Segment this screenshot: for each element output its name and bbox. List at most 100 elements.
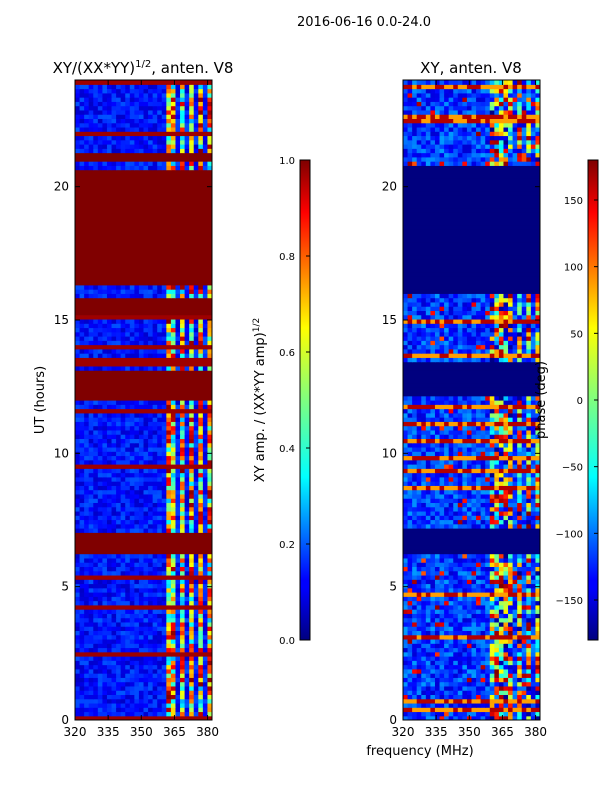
heatmap-cell: [526, 468, 532, 474]
heatmap-cell: [138, 318, 145, 324]
heatmap-cell: [480, 592, 486, 597]
heatmap-cell: [106, 135, 113, 141]
heatmap-cell: [198, 677, 204, 683]
heatmap-cell: [84, 702, 90, 708]
heatmap-cell: [120, 361, 126, 367]
heatmap-cell: [207, 600, 212, 606]
heatmap-cell: [412, 690, 418, 695]
heatmap-cell: [462, 451, 468, 457]
heatmap-cell: [129, 357, 135, 363]
heatmap-cell: [138, 694, 145, 700]
heatmap-cell: [184, 446, 190, 452]
heatmap-cell: [180, 553, 186, 559]
heatmap-cell: [184, 455, 190, 461]
heatmap-cell: [152, 677, 158, 683]
heatmap-cell: [111, 643, 117, 649]
heatmap-cell: [526, 566, 532, 572]
heatmap-cell: [530, 634, 537, 640]
heatmap-cell: [494, 681, 500, 687]
heatmap-cell: [498, 515, 505, 521]
heatmap-cell: [152, 711, 158, 717]
heatmap-cell: [202, 353, 209, 358]
heatmap-cell: [526, 451, 532, 457]
heatmap-cell: [75, 613, 81, 619]
heatmap-cell: [416, 464, 422, 469]
heatmap-cell: [489, 472, 495, 478]
heatmap-cell: [202, 348, 209, 354]
heatmap-cell: [530, 677, 537, 683]
heatmap-cell: [75, 118, 81, 124]
heatmap-cell: [157, 148, 163, 154]
heatmap-cell: [152, 519, 158, 525]
heatmap-cell: [202, 707, 209, 713]
heatmap-cell: [75, 694, 81, 700]
heatmap-cell: [152, 506, 158, 512]
heatmap-cell: [79, 468, 85, 474]
heatmap-cell: [79, 562, 85, 567]
heatmap-cell: [97, 348, 103, 354]
heatmap-cell: [157, 135, 163, 141]
heatmap-cell: [148, 404, 154, 410]
heatmap-cell: [425, 643, 431, 649]
heatmap-cell: [157, 685, 163, 691]
heatmap-cell: [526, 660, 532, 666]
heatmap-cell: [88, 673, 94, 678]
heatmap-cell: [84, 118, 90, 124]
heatmap-cell: [129, 485, 135, 491]
heatmap-cell: [517, 446, 523, 452]
heatmap-cell: [444, 446, 450, 452]
heatmap-cell: [471, 515, 477, 521]
heatmap-cell: [202, 429, 209, 435]
heatmap-cell: [93, 651, 99, 657]
heatmap-cell: [129, 340, 135, 346]
heatmap-cell: [521, 506, 527, 512]
heatmap-cell: [166, 161, 172, 166]
heatmap-cell: [120, 476, 126, 482]
heatmap-cell: [170, 587, 177, 593]
heatmap-cell: [152, 135, 158, 141]
heatmap-cell: [198, 451, 204, 457]
heatmap-cell: [471, 468, 477, 474]
heatmap-cell: [521, 660, 527, 666]
heatmap-cell: [457, 656, 463, 661]
heatmap-cell: [102, 464, 108, 469]
heatmap-cell: [453, 519, 459, 525]
heatmap-cell: [148, 331, 154, 337]
heatmap-cell: [184, 553, 190, 559]
heatmap-cell: [476, 579, 482, 585]
heatmap-cell: [166, 442, 172, 448]
heatmap-cell: [106, 323, 113, 329]
heatmap-cell: [84, 344, 90, 350]
heatmap-cell: [517, 694, 523, 700]
heatmap-cell: [161, 579, 167, 585]
heatmap-cell: [476, 455, 482, 461]
heatmap-cell: [517, 468, 523, 474]
heatmap-cell: [166, 562, 172, 567]
heatmap-cell: [125, 144, 131, 149]
heatmap-cell: [189, 698, 195, 704]
heatmap-cell: [193, 630, 199, 636]
heatmap-cell: [517, 651, 523, 657]
heatmap-cell: [198, 455, 204, 461]
heatmap-cell: [88, 161, 94, 166]
heatmap-cell: [207, 651, 212, 657]
heatmap-cell: [143, 114, 149, 119]
heatmap-cell: [79, 707, 85, 713]
heatmap-cell: [143, 587, 149, 593]
heatmap-cell: [457, 664, 463, 670]
heatmap-cell: [102, 519, 108, 525]
heatmap-cell: [138, 587, 145, 593]
heatmap-cell: [189, 643, 195, 649]
heatmap-cell: [97, 660, 103, 666]
heatmap-cell: [476, 451, 482, 457]
heatmap-cell: [157, 617, 163, 623]
heatmap-cell: [88, 135, 94, 141]
heatmap-cell: [93, 647, 99, 653]
heatmap-cell: [480, 685, 486, 691]
heatmap-cell: [407, 489, 413, 495]
heatmap-cell: [138, 438, 145, 444]
heatmap-cell: [444, 596, 450, 602]
heatmap-cell: [102, 344, 108, 350]
heatmap-cell: [120, 348, 126, 354]
heatmap-cell: [535, 668, 540, 674]
